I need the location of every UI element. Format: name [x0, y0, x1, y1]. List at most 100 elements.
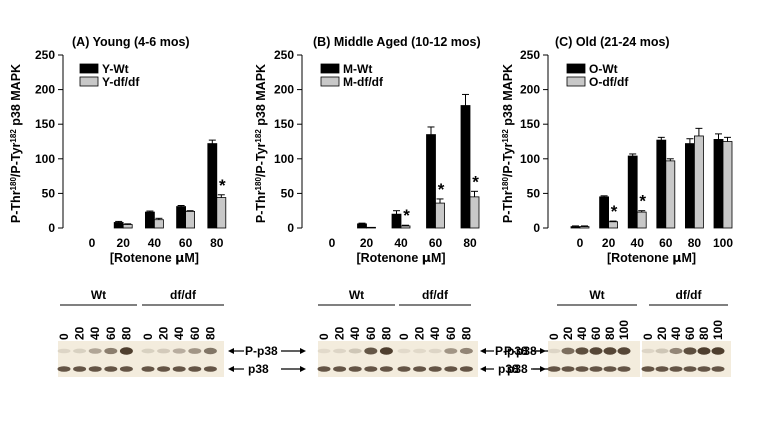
x-label-part: μ: [422, 250, 431, 265]
chart-panel-B: (B) Middle Aged (10-12 mos)0501001502002…: [254, 35, 481, 265]
bar-wt: [599, 196, 609, 229]
band-total-p38: [428, 366, 442, 372]
band-phospho-p38: [641, 348, 655, 354]
blot-lane-label: 60: [364, 326, 378, 340]
arrowhead-right-top: [300, 348, 306, 354]
blot-group-label: Wt: [349, 288, 364, 302]
band-total-p38: [711, 366, 725, 372]
band-phospho-p38: [333, 348, 347, 354]
band-total-p38: [73, 366, 87, 372]
band-total-p38: [589, 366, 603, 372]
band-phospho-p38: [697, 347, 711, 355]
y-tick-label: 200: [274, 83, 294, 97]
bar-dfdf: [694, 135, 704, 229]
y-tick-label: 150: [35, 117, 55, 131]
x-tick-label: 100: [713, 236, 733, 250]
band-phospho-p38: [444, 348, 458, 354]
y-tick-label: 50: [281, 186, 295, 200]
y-tick-label: 0: [533, 221, 540, 235]
blot-lane-label: 60: [444, 326, 458, 340]
bar-dfdf: [185, 210, 196, 229]
y-tick-label: 100: [274, 152, 294, 166]
blot-lane-label: 40: [575, 326, 589, 340]
band-phospho-p38: [317, 348, 331, 354]
band-phospho-p38: [669, 347, 683, 355]
x-label-part: μ: [672, 250, 681, 265]
y-axis-label: P-Thr180/P-Tyr182 p38 MAPK: [501, 64, 516, 223]
y-tick-label: 100: [35, 152, 55, 166]
bar-wt: [144, 211, 155, 229]
band-total-p38: [669, 366, 683, 372]
band-total-p38: [444, 366, 458, 372]
y-label-part: P-Thr: [501, 190, 515, 223]
blot-lane-label: 20: [73, 326, 87, 340]
blot-lane-label: 60: [589, 326, 603, 340]
x-tick-label: 40: [631, 236, 645, 250]
y-label-part: /P-Tyr: [501, 142, 515, 177]
band-total-p38: [617, 366, 631, 372]
x-label-part: [Rotenone: [110, 251, 175, 265]
blot-lane-label: 60: [188, 326, 202, 340]
blot-lane-label: 0: [641, 333, 655, 340]
y-tick-label: 100: [520, 152, 540, 166]
arrowhead-left-bottom: [228, 366, 234, 372]
arrowhead-right-bottom: [300, 366, 306, 372]
x-tick-label: 80: [210, 236, 224, 250]
x-axis-label: [Rotenone μM]: [110, 250, 199, 265]
x-tick-label: 0: [89, 236, 96, 250]
band-total-p38: [575, 366, 589, 372]
band-phospho-p38: [203, 347, 217, 355]
bar-dfdf: [608, 221, 618, 229]
y-tick-label: 250: [274, 48, 294, 62]
blot-lane-label: 40: [669, 326, 683, 340]
x-label-part: [Rotenone: [356, 251, 421, 265]
blot-group-label: df/df: [170, 288, 197, 302]
bar-dfdf: [216, 197, 227, 229]
arrowhead-right-bottom: [540, 366, 546, 372]
blot-lane-label: 0: [547, 333, 561, 340]
blot-lane-label: 0: [141, 333, 155, 340]
bar-wt: [460, 105, 471, 229]
significance-star: *: [403, 206, 410, 225]
blot-lane-label: 0: [57, 333, 71, 340]
band-total-p38: [561, 366, 575, 372]
band-total-p38: [317, 366, 331, 372]
y-tick-label: 50: [527, 186, 541, 200]
y-tick-label: 200: [520, 83, 540, 97]
bar-dfdf: [722, 141, 733, 229]
y-label-part: p38 MAPK: [501, 64, 515, 129]
bar-wt: [627, 155, 638, 229]
x-tick-label: 20: [117, 236, 131, 250]
blot-lane-label: 100: [711, 320, 725, 340]
band-phospho-p38: [188, 348, 202, 354]
bar-dfdf: [153, 219, 164, 229]
blot-lane-label: 20: [333, 326, 347, 340]
blot-lane-label: 20: [157, 326, 171, 340]
band-phospho-p38: [348, 348, 362, 354]
arrowhead-left-bottom: [480, 366, 486, 372]
x-tick-label: 80: [463, 236, 477, 250]
bar-wt: [207, 143, 218, 229]
bar-dfdf: [400, 225, 411, 229]
y-tick-label: 150: [274, 117, 294, 131]
bar-wt: [357, 223, 367, 229]
band-phospho-p38: [413, 348, 427, 354]
significance-star: *: [472, 172, 479, 191]
band-phospho-p38: [364, 347, 378, 355]
blot-lane-label: 0: [397, 333, 411, 340]
arrowhead-left-top: [480, 348, 486, 354]
blot-lane-label: 80: [697, 326, 711, 340]
significance-star: *: [639, 192, 646, 211]
blot-lane-label: 40: [348, 326, 362, 340]
band-phospho-p38: [379, 347, 393, 355]
band-total-p38: [333, 366, 347, 372]
band-phospho-p38: [119, 347, 133, 355]
y-label-part: P-Thr: [254, 190, 268, 223]
bar-dfdf: [579, 226, 590, 229]
band-total-p38: [459, 366, 473, 372]
band-total-p38: [379, 366, 393, 372]
band-phospho-p38: [104, 347, 118, 355]
